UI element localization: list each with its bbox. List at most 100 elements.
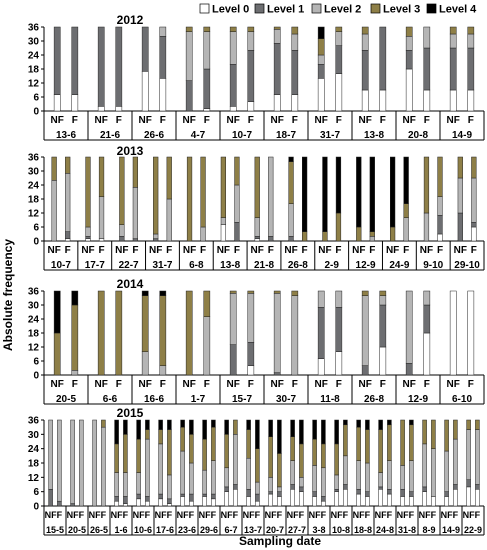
bar-segment-level-4 (343, 419, 348, 426)
bar-segment-level-2 (449, 33, 457, 49)
bar-label-F: F (79, 510, 85, 520)
y-tick-label: 24 (28, 444, 40, 455)
bar-segment-level-3 (224, 434, 229, 469)
bar-label-F: F (72, 379, 78, 390)
group-10-8: NF F 10-8 (331, 419, 353, 535)
date-label: 13-8 (364, 130, 384, 141)
legend-item: Level 0 (199, 4, 249, 16)
bar-segment-level-4 (312, 419, 317, 440)
bar-segment-level-0 (247, 101, 255, 112)
group-31-8: NF F 31-8 (397, 419, 419, 535)
bar-segment-level-4 (114, 419, 119, 445)
bar-label-NF: NF (284, 245, 297, 256)
date-label: 27-7 (288, 525, 306, 535)
date-label: 6-6 (103, 394, 118, 405)
bar-label-F: F (335, 245, 341, 256)
legend-item: Level 4 (426, 4, 477, 16)
group-14-9: NF F 14-9 (447, 26, 485, 141)
bar-segment-level-3 (273, 26, 281, 30)
bar-label-F: F (101, 510, 107, 520)
legend-label: Level 3 (383, 4, 420, 16)
bar-label-NF: NF (265, 510, 277, 520)
bar-segment-level-0 (97, 106, 105, 112)
bar-segment-level-4 (288, 156, 294, 162)
bar-segment-level-1 (449, 47, 457, 91)
date-label: 9-10 (423, 260, 443, 271)
group-12-9: NF F 12-9 (403, 290, 441, 405)
bar-segment-level-4 (53, 290, 61, 334)
bar-label-F: F (365, 510, 371, 520)
bar-segment-level-3 (233, 419, 238, 435)
bar-segment-level-1 (405, 50, 413, 70)
bar-segment-level-0 (220, 224, 227, 242)
bar-segment-level-0 (405, 68, 413, 112)
legend-label: Level 1 (267, 4, 304, 16)
y-tick-label: 0 (33, 237, 39, 248)
bar-label-NF: NF (309, 510, 321, 520)
date-label: 20-8 (408, 130, 428, 141)
bar-segment-level-2 (273, 293, 281, 373)
y-tick-label: 0 (33, 107, 39, 118)
bar-label-NF: NF (447, 115, 460, 126)
group-21-6: NF F 21-6 (95, 26, 133, 141)
bar-segment-level-1 (189, 493, 194, 502)
bar-segment-level-2 (98, 196, 105, 239)
bar-label-F: F (424, 115, 430, 126)
bar-segment-level-1 (365, 491, 370, 497)
bar-label-F: F (268, 245, 274, 256)
bar-segment-level-3 (356, 226, 362, 242)
bar-segment-level-3 (378, 429, 383, 473)
bar-segment-level-3 (467, 26, 475, 35)
bar-segment-level-2 (431, 448, 436, 497)
bar-segment-level-3 (335, 26, 343, 32)
bar-segment-level-2 (145, 438, 150, 497)
panel-2013: 2013 0 6 12 18 24 30 36 NF F 10-7 NF F 17-7 NF F 22-7 NF F… (28, 144, 485, 271)
bar-segment-level-3 (387, 424, 392, 461)
bar-label-F: F (424, 379, 430, 390)
y-tick-label: 6 (33, 487, 39, 498)
bar-segment-level-0 (233, 489, 238, 507)
bar-segment-level-1 (444, 491, 449, 497)
bar-segment-level-3 (229, 290, 237, 294)
bar-segment-level-4 (71, 290, 79, 306)
group-18-8: NF F 18-8 (353, 419, 375, 535)
bar-segment-level-1 (317, 64, 325, 79)
bar-segment-level-0 (167, 503, 172, 507)
bar-label-NF: NF (51, 115, 64, 126)
y-tick-label: 36 (28, 416, 40, 427)
y-tick-label: 36 (28, 153, 40, 164)
bar-segment-level-1 (343, 484, 348, 490)
bar-segment-level-1 (65, 231, 71, 239)
y-tick-label: 6 (33, 223, 39, 234)
group-13-6: NF F 13-6 (43, 26, 89, 141)
bar-segment-level-3 (167, 429, 172, 476)
bar-segment-level-2 (423, 290, 431, 306)
legend-label: Level 4 (439, 4, 477, 16)
bar-segment-level-0 (365, 496, 370, 507)
bar-label-F: F (302, 245, 308, 256)
bar-segment-level-0 (123, 503, 128, 507)
bar-segment-level-1 (115, 26, 123, 107)
bar-segment-level-2 (379, 295, 387, 306)
bar-segment-level-1 (57, 500, 62, 507)
bar-segment-level-3 (101, 419, 106, 428)
bar-segment-level-1 (291, 50, 299, 95)
group-31-7: NF F 31-7 (315, 26, 353, 141)
bar-label-F: F (123, 510, 129, 520)
bar-segment-level-1 (85, 236, 91, 239)
bar-segment-level-3 (268, 436, 273, 478)
bar-label-NF: NF (243, 510, 255, 520)
bar-label-F: F (369, 245, 375, 256)
bar-label-NF: NF (139, 379, 152, 390)
bar-segment-level-1 (48, 489, 53, 507)
bar-segment-level-1 (132, 238, 139, 242)
group-24-8: NF F 24-8 (375, 419, 397, 535)
bar-label-F: F (380, 379, 386, 390)
bar-segment-level-2 (247, 31, 255, 51)
bar-segment-level-0 (453, 489, 458, 507)
bar-label-NF: NF (331, 510, 343, 520)
bar-segment-level-2 (423, 212, 430, 242)
group-22-9: NF F 22-9 (463, 419, 485, 535)
bar-segment-level-0 (361, 89, 369, 112)
bar-label-NF: NF (403, 379, 416, 390)
